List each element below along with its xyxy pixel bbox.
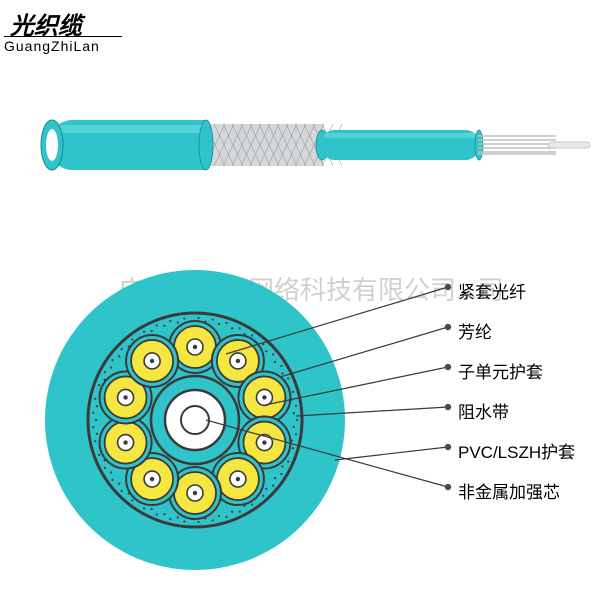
diagram-label: PVC/LSZH护套 — [458, 438, 575, 463]
diagram-label: 阻水带 — [458, 398, 509, 423]
diagram-label: 紧套光纤 — [458, 278, 526, 303]
diagram-label: 芳纶 — [458, 318, 492, 343]
diagram-label: 非金属加强芯 — [458, 478, 560, 503]
diagram-label: 子单元护套 — [458, 358, 543, 383]
